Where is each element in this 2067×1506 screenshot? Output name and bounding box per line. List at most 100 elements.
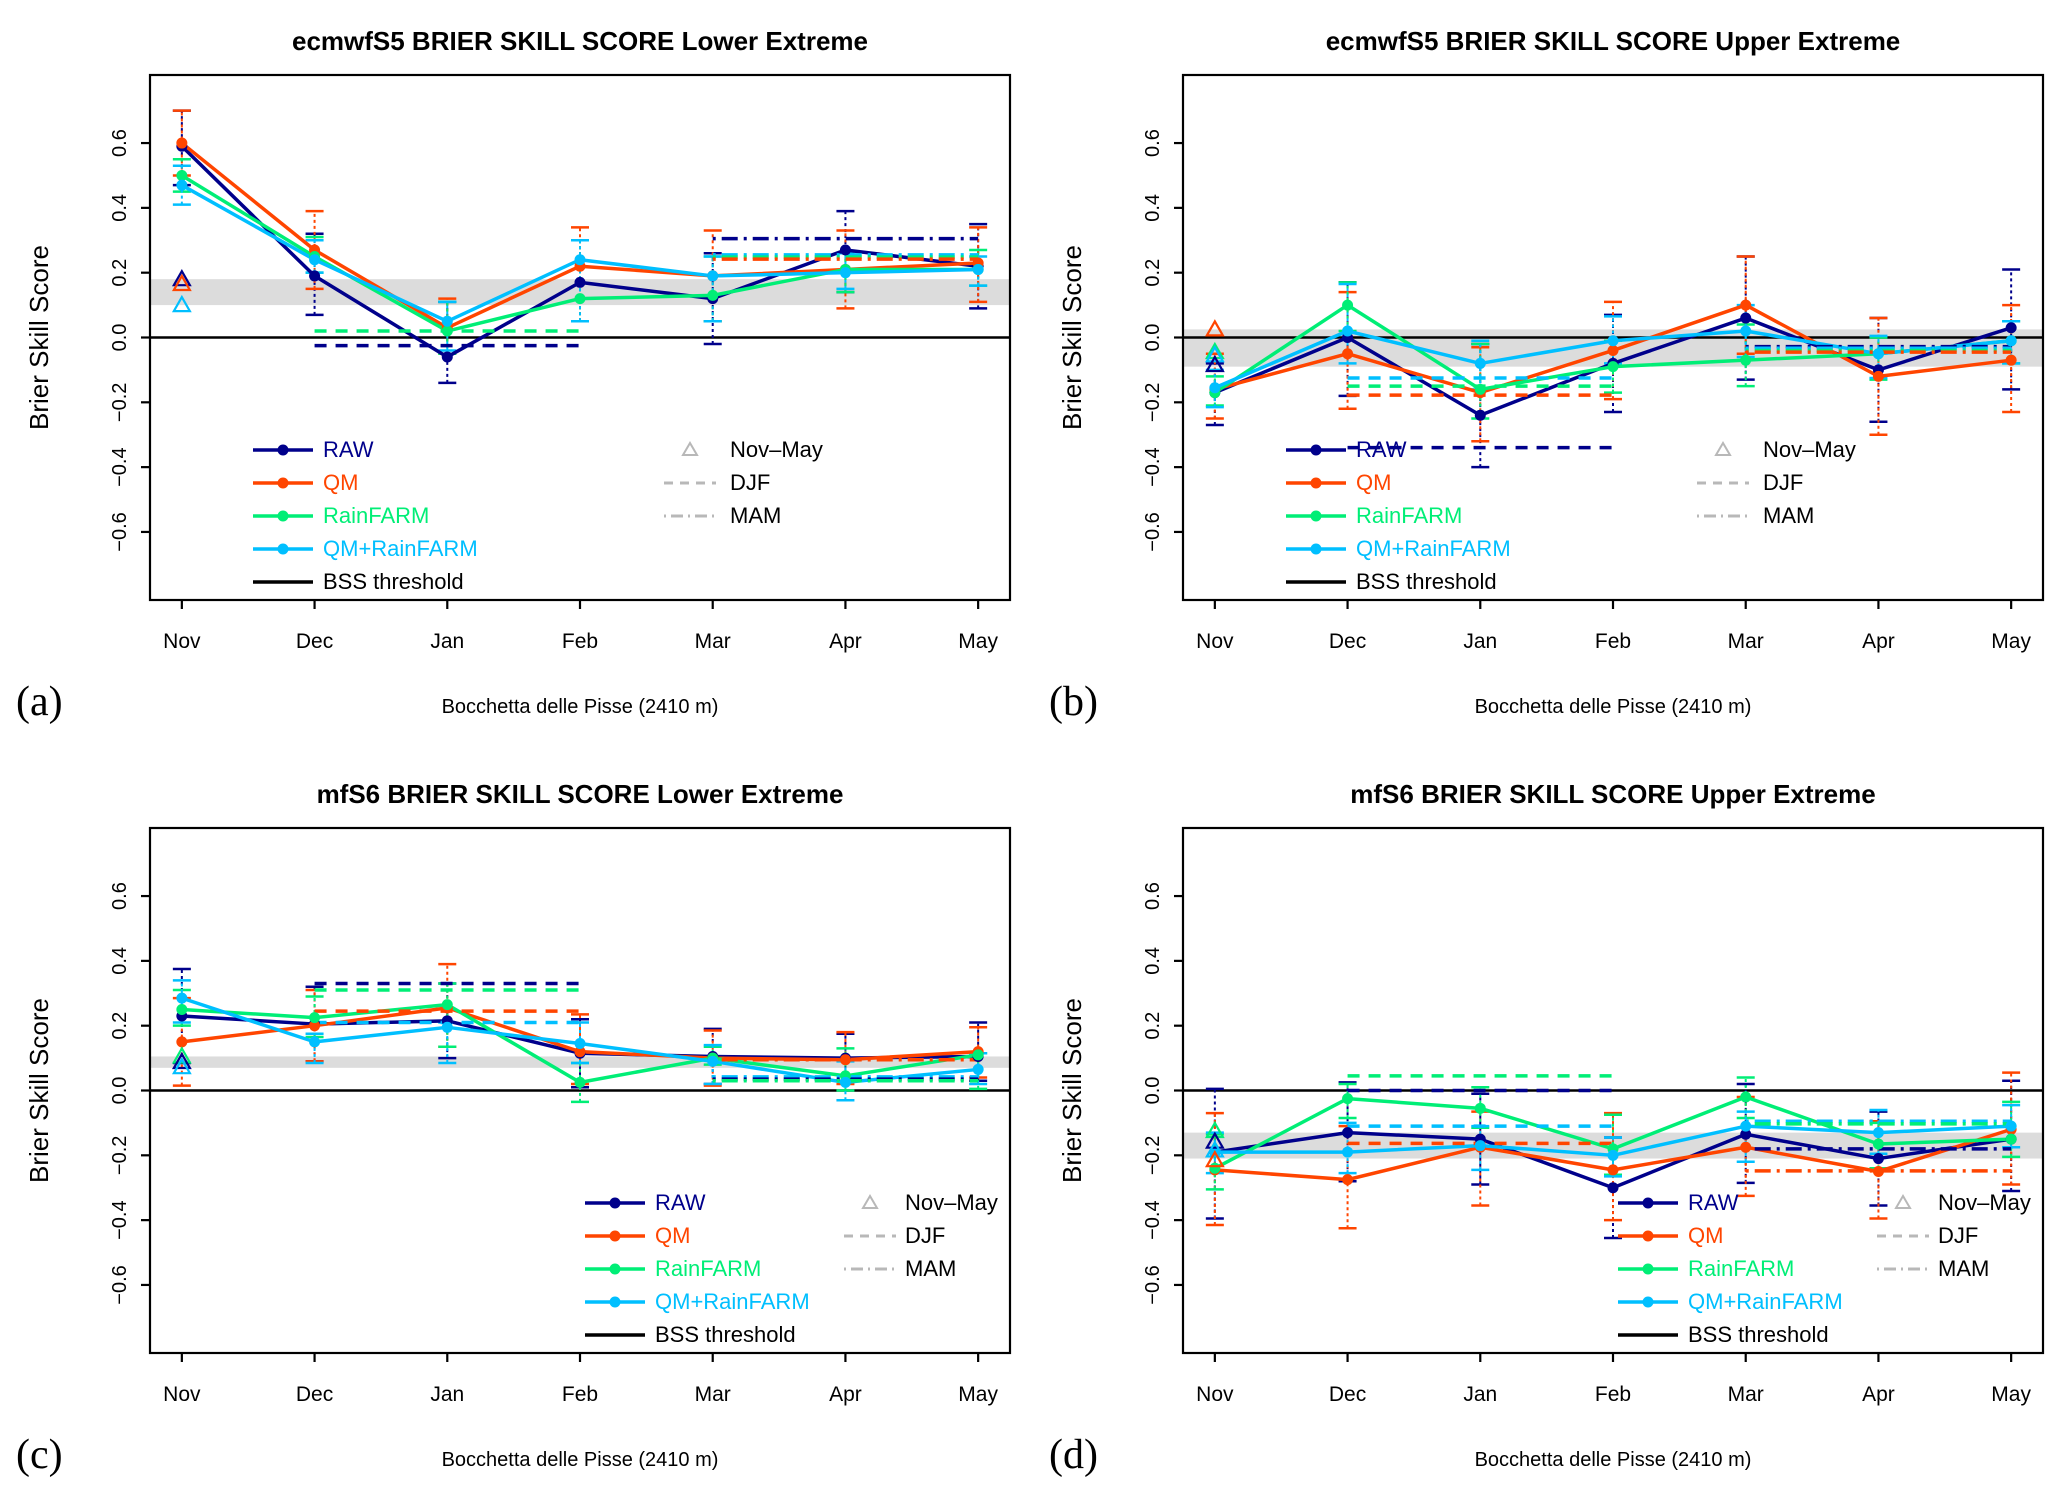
svg-text:Brier Skill Score: Brier Skill Score [1057,245,1087,430]
y-axis: −0.6 −0.4 −0.2 0.0 0.2 0.4 0.6 Brier Skill Scor… [1057,129,1183,552]
legend-marker-QM [1642,1230,1654,1242]
panel-b-caption: (b) [1049,679,1098,725]
nov-may-triangle-QM+RainFARM [171,1056,192,1075]
legend-label-QM+RainFARM: QM+RainFARM [1356,536,1511,561]
svg-text:0.4: 0.4 [1142,194,1164,222]
panel-b-plot: −0.6 −0.4 −0.2 0.0 0.2 0.4 0.6 Brier Skill Scor… [1057,73,2045,653]
svg-text:Feb: Feb [1595,630,1631,653]
svg-text:Apr: Apr [829,1383,862,1406]
legend-label-RainFARM: RainFARM [1688,1256,1794,1281]
panel-b: −0.6 −0.4 −0.2 0.0 0.2 0.4 0.6 Brier Skill Scor… [1033,0,2066,753]
legend-label-Nov–May: Nov–May [730,437,823,462]
legend-label-MAM: MAM [905,1256,956,1281]
legend-marker-QM+RainFARM [277,543,289,555]
svg-text:0.0: 0.0 [1142,1077,1164,1105]
legend-marker-RainFARM [1642,1263,1654,1275]
legend-triangle-icon [861,1194,879,1209]
legend-label-RAW: RAW [1688,1190,1739,1215]
legend-marker-QM [1310,477,1322,489]
panel-c-title: mfS6 BRIER SKILL SCORE Lower Extreme [316,779,844,809]
svg-text:Mar: Mar [695,1383,731,1406]
svg-text:0.2: 0.2 [109,1012,131,1040]
svg-text:0.2: 0.2 [1142,1012,1164,1040]
svg-text:−0.6: −0.6 [109,1265,131,1304]
legend-label-BSS threshold: BSS threshold [655,1322,796,1347]
svg-text:Nov: Nov [1196,1383,1234,1406]
legend-label-QM: QM [1688,1223,1723,1248]
svg-text:Feb: Feb [562,1383,598,1406]
svg-text:Jan: Jan [1463,630,1497,653]
nov-may-triangle-RAW [1204,354,1225,373]
legend-label-QM+RainFARM: QM+RainFARM [1688,1289,1843,1314]
panel-d-caption: (d) [1049,1432,1098,1478]
svg-text:−0.6: −0.6 [1142,512,1164,551]
svg-text:Dec: Dec [1329,630,1366,653]
panel-a-caption: (a) [16,679,63,725]
legend-marker-RainFARM [609,1263,621,1275]
legend-triangle-icon [1894,1194,1912,1209]
svg-text:Brier Skill Score: Brier Skill Score [24,998,54,1183]
svg-text:0.0: 0.0 [1142,324,1164,352]
svg-text:May: May [1991,630,2031,653]
svg-text:0.0: 0.0 [109,1077,131,1105]
panel-a: −0.6 −0.4 −0.2 0.0 0.2 0.4 0.6 Brier Skill Scor… [0,0,1033,753]
svg-text:0.6: 0.6 [109,129,131,157]
legend-label-MAM: MAM [1938,1256,1989,1281]
nov-may-triangle-QM [1204,319,1225,337]
svg-text:Brier Skill Score: Brier Skill Score [24,245,54,430]
svg-text:−0.6: −0.6 [1142,1265,1164,1304]
legend-label-MAM: MAM [730,503,781,528]
svg-text:Apr: Apr [1862,630,1895,653]
legend-marker-QM+RainFARM [609,1296,621,1308]
svg-text:Nov: Nov [163,1383,201,1406]
svg-text:Apr: Apr [1862,1383,1895,1406]
nov-may-triangle-RAW [171,1051,192,1070]
series-points-QM+RainFARM [1209,1120,2017,1161]
svg-text:−0.2: −0.2 [1142,383,1164,422]
svg-text:Mar: Mar [695,630,731,653]
svg-text:−0.2: −0.2 [1142,1136,1164,1175]
legend-label-DJF: DJF [1763,470,1803,495]
legend-label-RainFARM: RainFARM [1356,503,1462,528]
svg-text:Feb: Feb [1595,1383,1631,1406]
panel-c-caption: (c) [16,1432,63,1478]
legend-label-QM+RainFARM: QM+RainFARM [655,1289,810,1314]
panel-d-plot: −0.6 −0.4 −0.2 0.0 0.2 0.4 0.6 Brier Skill Scor… [1057,826,2045,1406]
legend-label-QM+RainFARM: QM+RainFARM [323,536,478,561]
x-axis: Nov Dec Jan Feb Mar Apr May [1196,1353,2031,1406]
svg-text:Feb: Feb [562,630,598,653]
svg-text:May: May [1991,1383,2031,1406]
svg-text:Nov: Nov [1196,630,1234,653]
panel-a-subtitle: Bocchetta delle Pisse (2410 m) [441,696,719,718]
svg-text:Jan: Jan [1463,1383,1497,1406]
series-points-QM+RainFARM [176,179,984,327]
legend-label-QM: QM [1356,470,1391,495]
legend-label-DJF: DJF [905,1223,945,1248]
legend: RAW QM RainFARM QM+RainFARM BSS threshold Nov… [253,437,823,594]
svg-text:Nov: Nov [163,630,201,653]
legend-label-RAW: RAW [323,437,374,462]
nov-may-triangle-QM+RainFARM [171,294,192,313]
legend-marker-RainFARM [277,510,289,522]
svg-text:0.4: 0.4 [109,194,131,222]
panel-d-title: mfS6 BRIER SKILL SCORE Upper Extreme [1350,779,1876,809]
legend-label-QM: QM [323,470,358,495]
legend: RAW QM RainFARM QM+RainFARM BSS threshold Nov… [1618,1190,2031,1347]
svg-text:0.0: 0.0 [109,324,131,352]
legend-marker-RAW [277,444,289,456]
svg-text:−0.4: −0.4 [109,447,131,486]
svg-text:Apr: Apr [829,630,862,653]
svg-text:0.2: 0.2 [109,259,131,287]
legend-label-RainFARM: RainFARM [323,503,429,528]
nov-may-triangle-QM+RainFARM [1204,1140,1225,1158]
panel-c-subtitle: Bocchetta delle Pisse (2410 m) [441,1449,719,1471]
x-axis: Nov Dec Jan Feb Mar Apr May [1196,600,2031,653]
legend: RAW QM RainFARM QM+RainFARM BSS threshold Nov… [1286,437,1856,594]
legend-marker-RainFARM [1310,510,1322,522]
x-axis: Nov Dec Jan Feb Mar Apr May [163,1353,998,1406]
svg-text:0.6: 0.6 [1142,129,1164,157]
nov-may-triangle-RainFARM [171,1046,192,1064]
svg-text:−0.4: −0.4 [1142,447,1164,486]
panel-b-subtitle: Bocchetta delle Pisse (2410 m) [1474,696,1752,718]
